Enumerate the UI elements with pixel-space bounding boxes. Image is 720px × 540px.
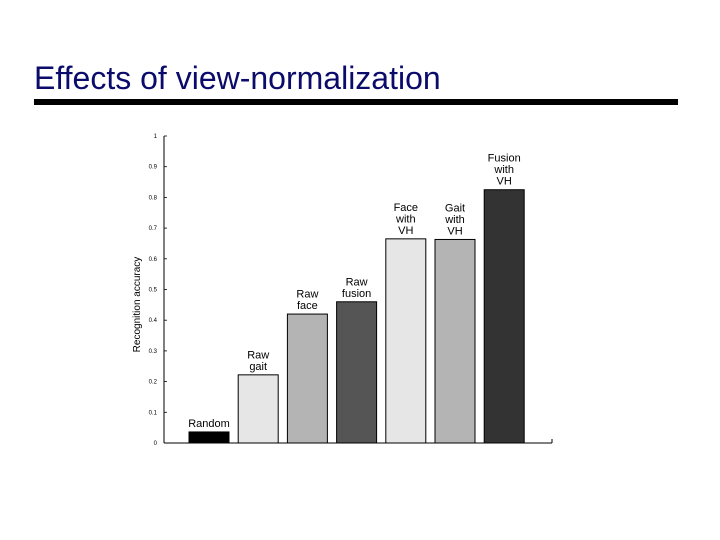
y-tick-label: 0.7 xyxy=(149,226,158,232)
bar-label: with xyxy=(395,213,416,225)
bar-label: with xyxy=(493,164,514,176)
y-tick-label: 0.2 xyxy=(149,380,158,386)
bar-label: fusion xyxy=(342,288,371,300)
bar-label: Raw xyxy=(346,276,368,288)
y-tick-label: 0.1 xyxy=(149,410,158,416)
title-divider xyxy=(34,99,678,105)
y-tick-labels: 0 0.1 0.2 0.3 0.4 0.5 0.6 0.7 0.8 0.9 1 xyxy=(149,134,167,447)
y-tick-label: 0.8 xyxy=(149,195,158,201)
y-tick-label: 0.5 xyxy=(149,288,158,294)
slide-title: Effects of view-normalization xyxy=(34,60,441,96)
bar-label: Raw xyxy=(296,289,318,301)
y-tick-label: 0.4 xyxy=(149,318,158,324)
bar xyxy=(434,238,476,444)
bar-label: Random xyxy=(188,418,230,430)
bar xyxy=(188,431,230,444)
bar-label: Fusion xyxy=(488,153,521,165)
y-tick-label: 0 xyxy=(154,441,158,447)
bar-label: VH xyxy=(497,176,512,188)
y-tick-label: 1 xyxy=(154,134,158,140)
bar-label: Face xyxy=(394,202,418,214)
bar xyxy=(483,189,525,444)
bar-label: VH xyxy=(447,225,462,237)
bar-label: face xyxy=(297,300,318,312)
y-tick-label: 0.3 xyxy=(149,349,158,355)
bar-label: Gait xyxy=(445,202,465,214)
bar-label: with xyxy=(444,214,465,226)
bar xyxy=(286,313,328,444)
bar xyxy=(237,374,279,444)
bar xyxy=(385,238,427,444)
y-tick-label: 0.9 xyxy=(149,165,158,171)
bar-labels: RandomRawgaitRawfaceRawfusionFacewithVHG… xyxy=(188,153,521,430)
y-tick-label: 0.6 xyxy=(149,257,158,263)
bar xyxy=(336,301,378,444)
y-axis-label: Recognition accuracy xyxy=(132,257,143,353)
bar-label: VH xyxy=(398,225,413,237)
bar-label: gait xyxy=(249,361,267,373)
bar-series xyxy=(188,189,525,444)
bar-label: Raw xyxy=(247,349,269,361)
